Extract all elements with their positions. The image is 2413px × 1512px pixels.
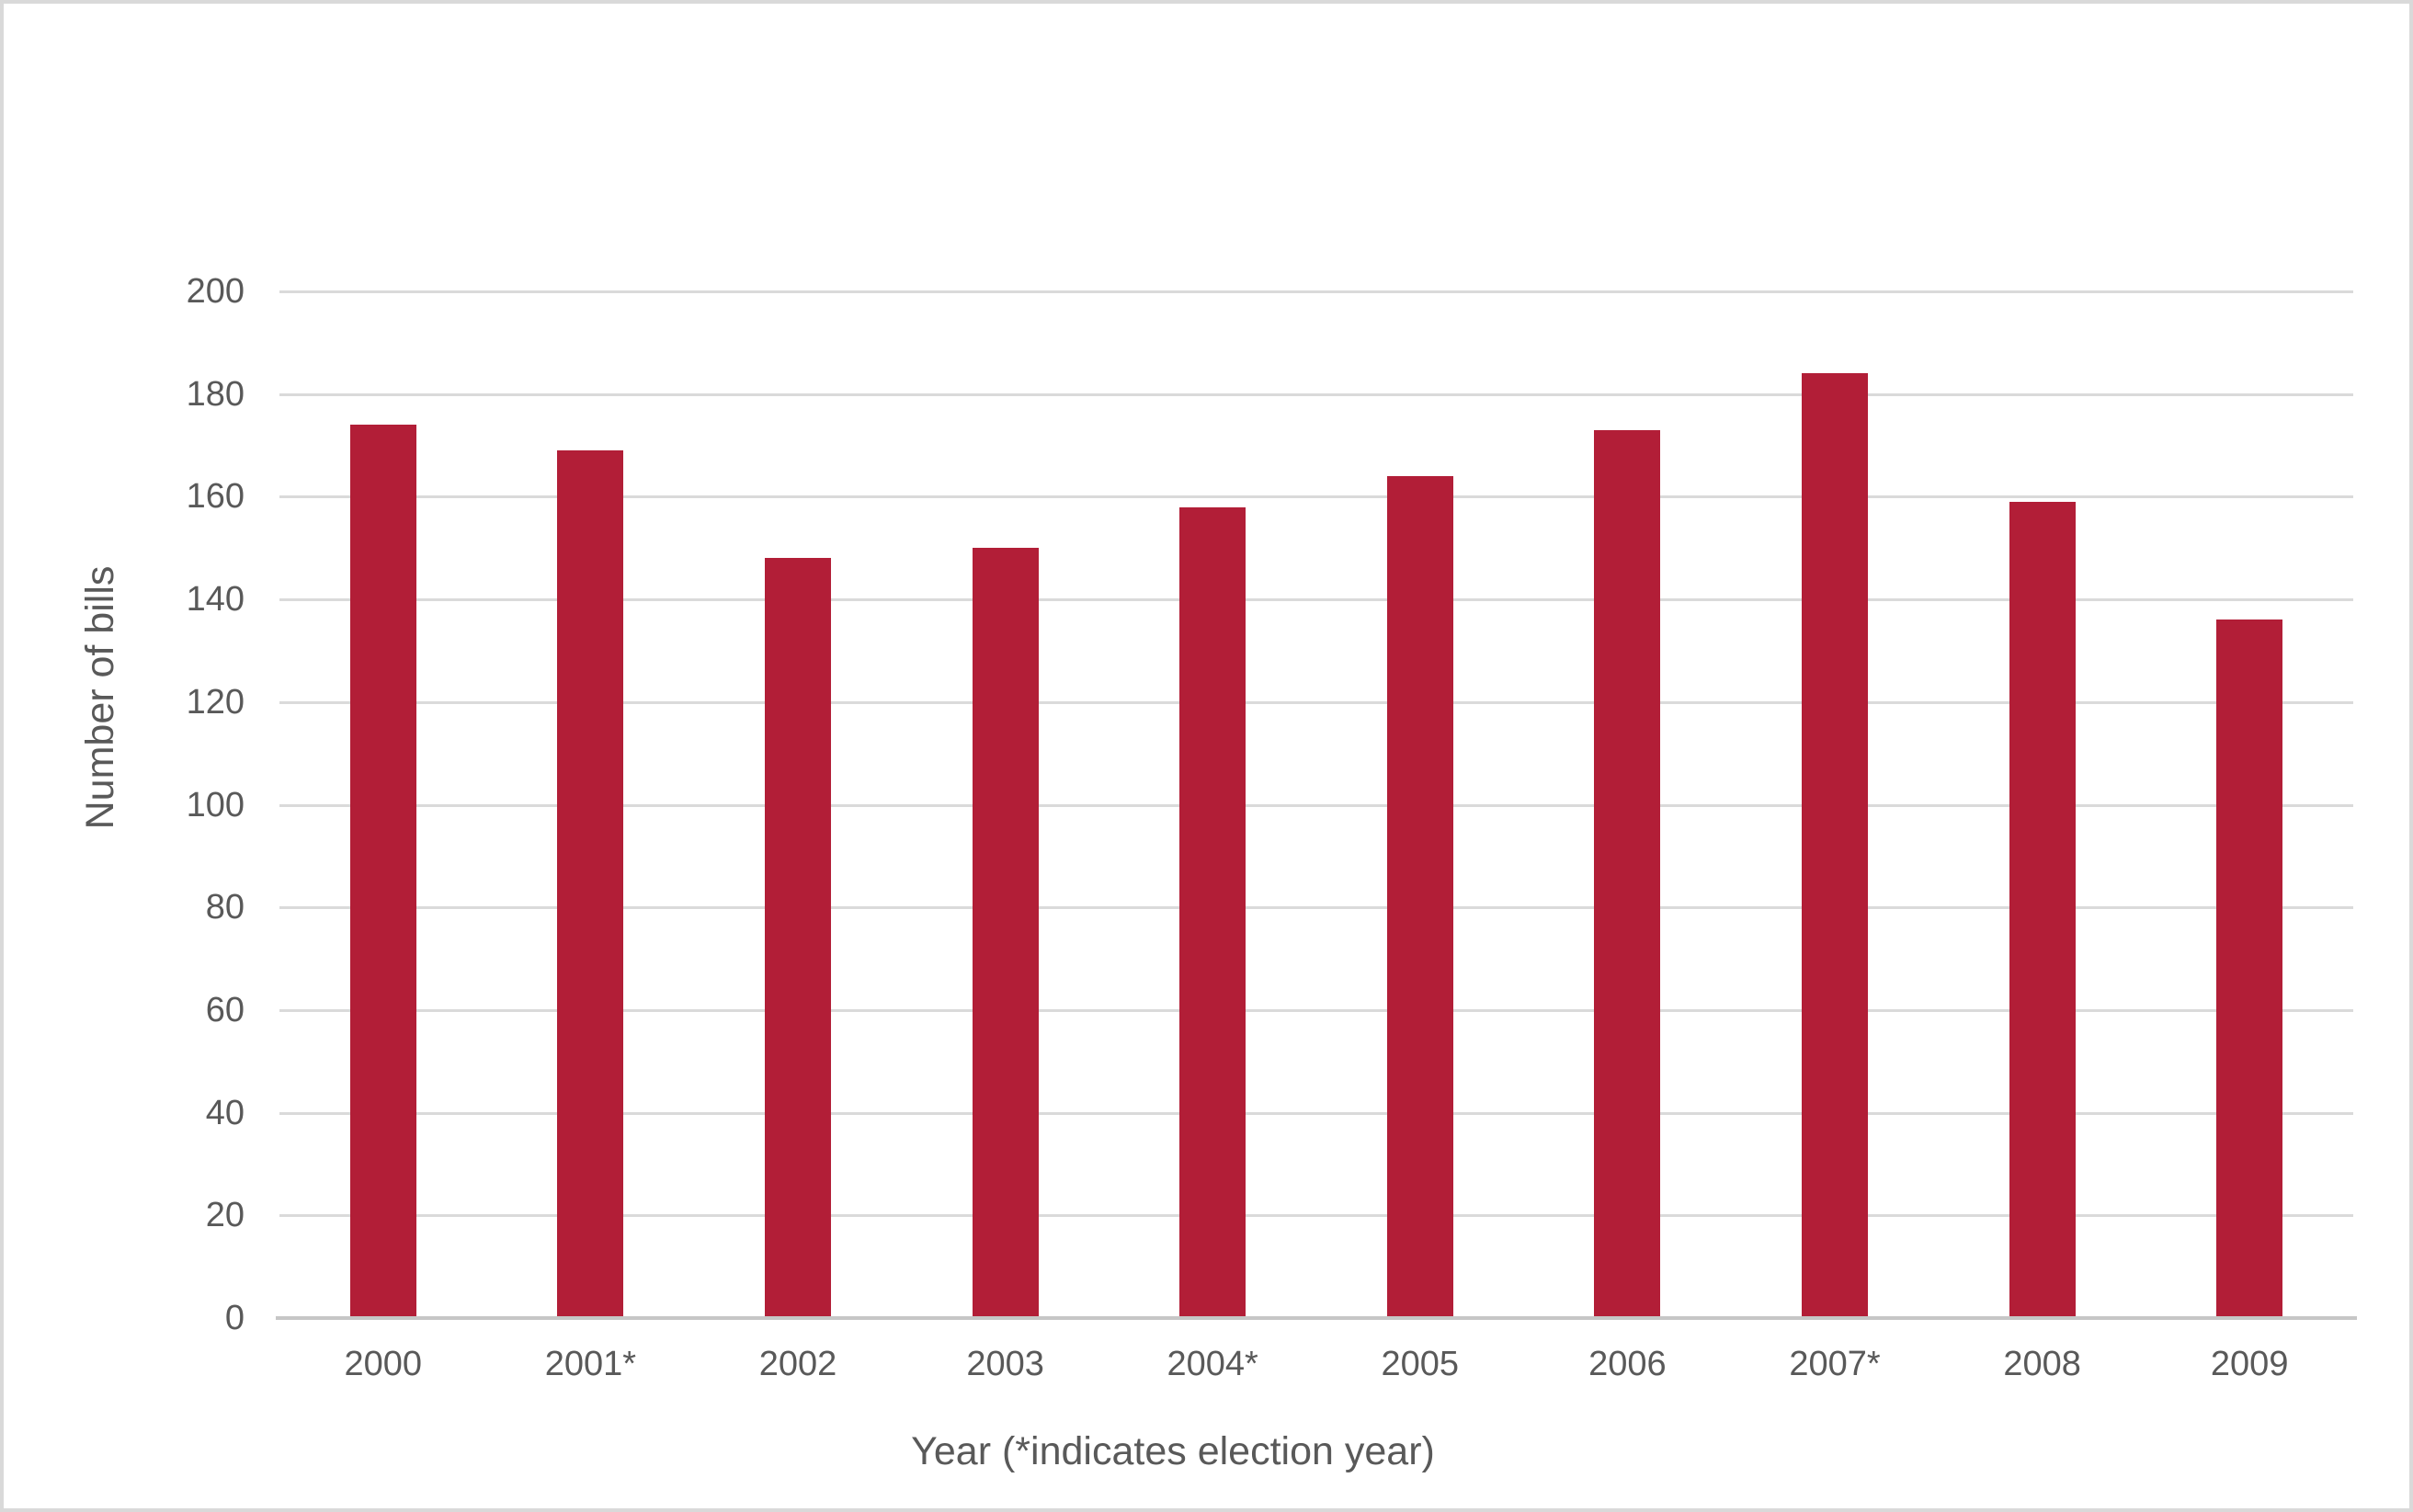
bar-2002 xyxy=(765,558,831,1318)
gridline-y-20 xyxy=(279,1214,2353,1218)
bar-2005 xyxy=(1386,476,1453,1318)
bar-2003 xyxy=(972,548,1039,1318)
bar-2008 xyxy=(2009,501,2076,1318)
x-tick-label-2005: 2005 xyxy=(1381,1345,1460,1383)
x-tick-label-2002: 2002 xyxy=(758,1345,837,1383)
plot-area xyxy=(279,290,2353,1318)
y-tick-label-120: 120 xyxy=(186,682,245,722)
gridline-y-120 xyxy=(279,700,2353,704)
y-tick-label-0: 0 xyxy=(224,1299,245,1337)
gridline-y-200 xyxy=(279,290,2353,293)
y-tick-label-40: 40 xyxy=(205,1093,245,1132)
y-tick-label-80: 80 xyxy=(205,888,245,927)
x-tick-label-2009: 2009 xyxy=(2210,1345,2289,1383)
x-tick-label-2006: 2006 xyxy=(1588,1345,1667,1383)
gridline-y-180 xyxy=(279,392,2353,396)
x-tick-label-2001: 2001* xyxy=(544,1345,637,1383)
gridline-y-60 xyxy=(279,1008,2353,1012)
x-tick-label-2000: 2000 xyxy=(344,1345,423,1383)
bar-2007 xyxy=(1802,373,1868,1318)
y-tick-label-160: 160 xyxy=(186,477,245,517)
y-tick-label-60: 60 xyxy=(205,990,245,1029)
y-tick-label-100: 100 xyxy=(186,785,245,824)
bar-2001 xyxy=(557,450,624,1318)
x-axis-line xyxy=(276,1316,2357,1320)
x-tick-label-2008: 2008 xyxy=(2003,1345,2081,1383)
gridline-y-80 xyxy=(279,906,2353,910)
gridline-y-160 xyxy=(279,495,2353,499)
y-tick-label-200: 200 xyxy=(186,272,245,311)
gridline-y-100 xyxy=(279,803,2353,807)
y-tick-label-140: 140 xyxy=(186,580,245,620)
bar-2004 xyxy=(1179,506,1246,1318)
x-axis-title: Year (*indicates election year) xyxy=(911,1429,1435,1473)
y-tick-label-20: 20 xyxy=(205,1196,245,1235)
y-tick-label-180: 180 xyxy=(186,374,245,414)
bar-2006 xyxy=(1594,429,1661,1318)
x-tick-label-2004: 2004* xyxy=(1167,1345,1258,1383)
gridline-y-140 xyxy=(279,598,2353,602)
gridline-y-40 xyxy=(279,1111,2353,1115)
bar-2009 xyxy=(2216,620,2283,1318)
x-tick-label-2007: 2007* xyxy=(1789,1345,1881,1383)
x-tick-label-2003: 2003 xyxy=(966,1345,1044,1383)
bar-2000 xyxy=(349,425,416,1318)
